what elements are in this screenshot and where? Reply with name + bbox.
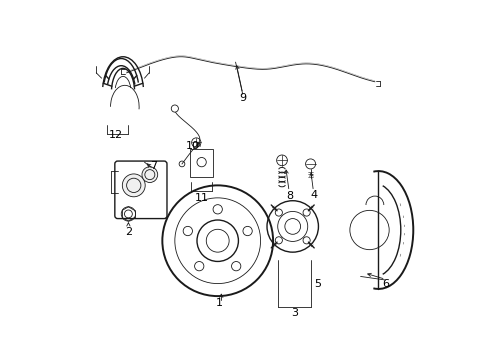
Circle shape: [122, 174, 145, 197]
Text: 7: 7: [149, 161, 157, 171]
Text: 12: 12: [109, 130, 122, 140]
Text: 1: 1: [216, 298, 223, 308]
Text: 3: 3: [290, 308, 297, 318]
FancyBboxPatch shape: [189, 149, 213, 177]
Text: 10: 10: [185, 141, 200, 151]
Text: 6: 6: [381, 279, 388, 289]
Text: 8: 8: [286, 191, 293, 201]
Circle shape: [171, 105, 178, 112]
Text: 2: 2: [124, 227, 132, 237]
Text: 5: 5: [313, 279, 321, 289]
Text: 11: 11: [194, 193, 208, 203]
Circle shape: [142, 167, 157, 183]
Text: 4: 4: [310, 190, 317, 201]
FancyBboxPatch shape: [115, 161, 166, 219]
Text: 9: 9: [239, 93, 246, 103]
